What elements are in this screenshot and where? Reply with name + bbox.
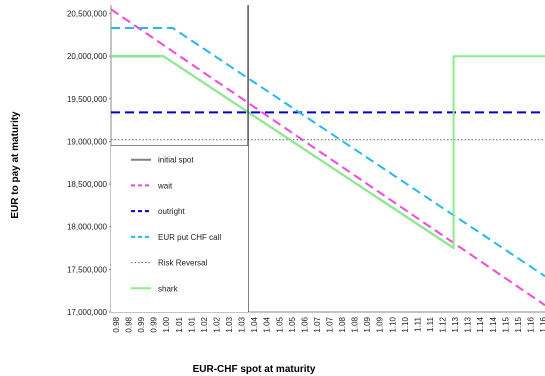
y-tick-label: 18,000,000 <box>67 223 108 232</box>
x-axis-ticks: 0.98 0.98 0.99 0.99 1.00 1.01 1.01 1.02 1.02 1.03… <box>112 316 545 332</box>
x-tick-label: 1.12 <box>439 316 448 332</box>
x-tick-label: 0.98 <box>112 316 121 332</box>
legend-label-3: EUR put CHF call <box>158 233 221 242</box>
y-axis-ticks: 20,500,000 20,000,000 19,500,000 19,000,000… <box>67 10 111 317</box>
x-tick-label: 1.05 <box>288 316 297 332</box>
x-tick-label: 1.10 <box>388 316 397 332</box>
legend-label-2: outright <box>158 207 185 216</box>
x-tick-label: 1.04 <box>263 316 272 332</box>
x-tick-label: 1.08 <box>351 316 360 332</box>
x-tick-label: 1.06 <box>300 316 309 332</box>
x-tick-label: 1.03 <box>225 316 234 332</box>
legend-label-5: shark <box>158 284 179 293</box>
x-tick-label: 1.01 <box>175 316 184 332</box>
series-line-3 <box>111 27 545 278</box>
x-tick-label: 0.98 <box>125 316 134 332</box>
x-tick-label: 1.05 <box>275 316 284 332</box>
x-tick-label: 1.14 <box>489 316 498 332</box>
x-tick-label: 1.15 <box>501 316 510 332</box>
y-tick-label: 19,000,000 <box>67 137 108 146</box>
x-tick-label: 1.07 <box>313 316 322 332</box>
x-tick-label: 1.08 <box>338 316 347 332</box>
x-tick-label: 1.01 <box>187 316 196 332</box>
x-tick-label: 0.99 <box>137 316 146 332</box>
legend-label-1: wait <box>157 181 173 190</box>
y-tick-label: 20,000,000 <box>67 52 108 61</box>
x-tick-label: 1.14 <box>476 316 485 332</box>
x-tick-label: 1.07 <box>326 316 335 332</box>
x-tick-label: 1.00 <box>162 316 171 332</box>
y-tick-label: 18,500,000 <box>67 180 108 189</box>
series-line-1 <box>110 8 545 307</box>
x-tick-label: 1.16 <box>526 316 535 332</box>
x-tick-label: 1.11 <box>413 316 422 332</box>
x-tick-label: 1.03 <box>238 316 247 332</box>
x-tick-label: 1.09 <box>376 316 385 332</box>
legend-background <box>111 145 249 312</box>
legend-label-0: initial spot <box>158 156 194 165</box>
x-tick-label: 1.13 <box>464 316 473 332</box>
x-tick-label: 1.16 <box>539 316 545 332</box>
y-tick-label: 19,500,000 <box>67 95 108 104</box>
x-axis-title: EUR-CHF spot at maturity <box>193 364 316 375</box>
y-tick-label: 17,500,000 <box>67 265 108 274</box>
x-tick-label: 1.11 <box>426 316 435 332</box>
y-tick-label: 17,000,000 <box>67 308 108 317</box>
x-tick-label: 1.02 <box>200 316 209 332</box>
y-axis-title: EUR to pay at maturity <box>10 111 21 219</box>
x-tick-label: 1.13 <box>451 316 460 332</box>
x-tick-label: 0.99 <box>150 316 159 332</box>
series-line-5 <box>111 55 545 250</box>
legend-label-4: Risk Reversal <box>158 259 208 268</box>
x-tick-label: 1.09 <box>363 316 372 332</box>
x-tick-label: 1.02 <box>212 316 221 332</box>
series-group <box>110 8 545 307</box>
x-tick-label: 1.15 <box>514 316 523 332</box>
y-tick-label: 20,500,000 <box>67 10 108 19</box>
x-tick-label: 1.10 <box>401 316 410 332</box>
x-tick-label: 1.04 <box>250 316 259 332</box>
legend: initial spot wait outright EUR put CHF call… <box>111 145 249 312</box>
